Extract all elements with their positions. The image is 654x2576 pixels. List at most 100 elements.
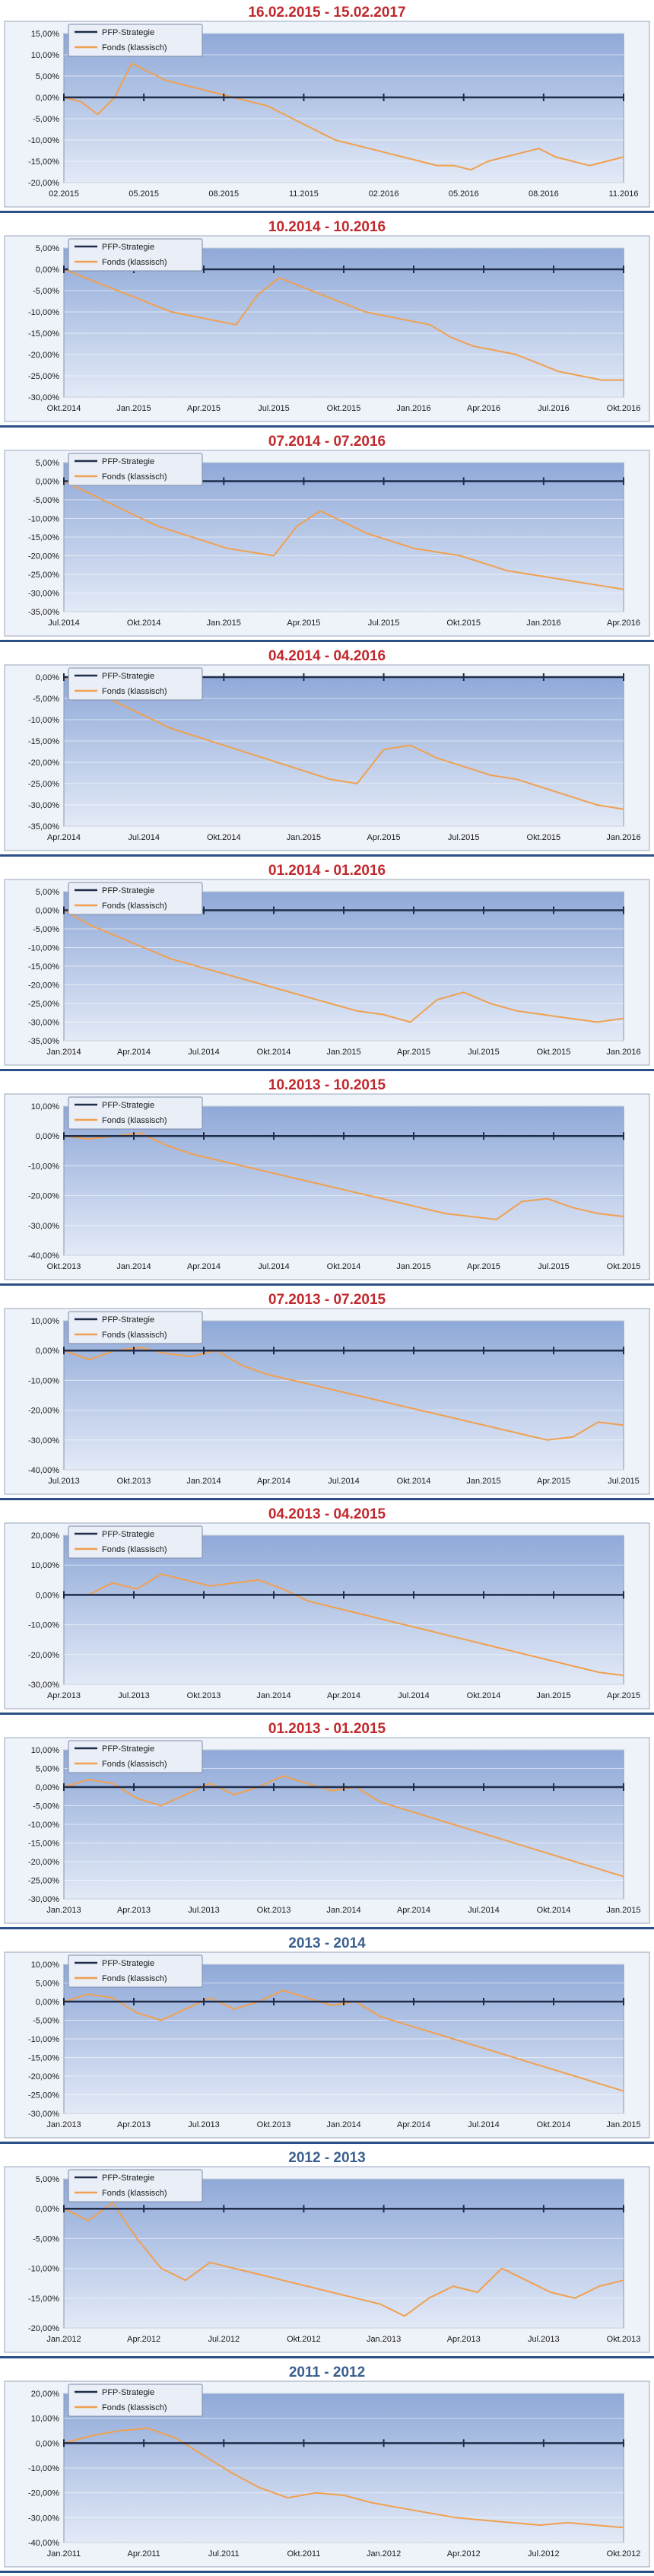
legend: PFP-Strategie Fonds (klassisch) <box>68 453 203 486</box>
legend-label-fonds: Fonds (klassisch) <box>102 472 167 482</box>
y-tick-label: -10,00% <box>28 136 59 145</box>
legend-label-pfp: PFP-Strategie <box>102 243 154 252</box>
series-line-fonds <box>63 909 624 1023</box>
y-tick-label: 15,00% <box>31 30 60 39</box>
legend-label-fonds: Fonds (klassisch) <box>102 687 167 696</box>
y-tick-label: 10,00% <box>31 51 60 60</box>
x-tick-label: 02.2016 <box>369 189 399 199</box>
y-tick-label: -25,00% <box>28 571 59 580</box>
y-tick-label: -10,00% <box>28 515 59 524</box>
chart-svg: 10,00% 0,00% -10,00% -20,00% -30,00% -40,00% J… <box>4 1308 650 1495</box>
x-tick-label: Apr.2011 <box>128 2549 160 2559</box>
y-tick-label: -20,00% <box>28 552 59 561</box>
legend-label-pfp: PFP-Strategie <box>102 1744 154 1754</box>
y-tick-label: -30,00% <box>28 1681 59 1690</box>
legend-label-pfp: PFP-Strategie <box>102 2174 154 2183</box>
x-tick-label: Okt.2011 <box>287 2549 321 2559</box>
series-line-fonds <box>64 1573 624 1677</box>
y-tick-label: -30,00% <box>28 393 59 402</box>
legend-label-fonds: Fonds (klassisch) <box>102 43 167 52</box>
x-tick-label: Okt.2015 <box>527 833 561 842</box>
x-tick-label: Jan.2015 <box>287 833 321 842</box>
y-tick-label: 0,00% <box>36 1132 59 1141</box>
x-tick-label: Jul.2013 <box>188 2120 220 2129</box>
x-tick-label: Okt.2014 <box>537 1906 571 1915</box>
legend-box <box>68 2384 203 2417</box>
series-line-fonds <box>63 1347 624 1441</box>
chart-panel: 01.2013 - 01.2015 10,00% 5,00% 0,00% -5,00% -… <box>0 1716 654 1931</box>
legend-label-fonds: Fonds (klassisch) <box>102 2403 167 2412</box>
y-tick-label: -10,00% <box>28 1821 59 1830</box>
y-tick-label: -10,00% <box>28 716 59 725</box>
y-tick-label: 0,00% <box>36 907 59 916</box>
legend: PFP-Strategie Fonds (klassisch) <box>68 1311 203 1344</box>
x-tick-label: Jan.2015 <box>326 1048 360 1057</box>
y-tick-label: 5,00% <box>36 888 59 897</box>
y-tick-label: -40,00% <box>28 1466 59 1475</box>
x-tick-label: Apr.2014 <box>397 2120 430 2129</box>
x-tick-label: Apr.2014 <box>117 1048 151 1057</box>
x-tick-label: Jan.2016 <box>606 1048 640 1057</box>
x-tick-label: Jul.2014 <box>468 1906 500 1915</box>
chart-title: 2013 - 2014 <box>288 1935 366 1951</box>
legend-box <box>68 238 203 272</box>
y-tick-label: -5,00% <box>33 287 59 296</box>
chart-svg: 5,00% 0,00% -5,00% -10,00% -15,00% -20,00% -25… <box>4 450 650 637</box>
x-tick-label: Jan.2015 <box>606 1906 640 1915</box>
legend-label-fonds: Fonds (klassisch) <box>102 1545 167 1554</box>
y-tick-label: -15,00% <box>28 1840 59 1849</box>
chart-svg: 20,00%10,00%0,00%-10,00%-20,00%-30,00%Ap… <box>4 1522 650 1709</box>
x-tick-label: Apr.2014 <box>397 1906 430 1915</box>
panel-separator <box>0 1283 654 1286</box>
x-tick-label: Jul.2014 <box>188 1048 220 1057</box>
legend-label-pfp: PFP-Strategie <box>102 886 154 895</box>
x-tick-label: Apr.2015 <box>187 404 221 413</box>
chart-panel: 10.2013 - 10.2015 10,00% 0,00% -10,00% -20,0… <box>0 1073 654 1287</box>
y-tick-label: -20,00% <box>28 1858 59 1867</box>
x-tick-label: Apr.2013 <box>117 2120 151 2129</box>
x-tick-label: Jan.2015 <box>396 1262 430 1271</box>
x-tick-label: Jul.2014 <box>328 1477 360 1486</box>
legend: PFP-Strategie Fonds (klassisch) <box>68 24 203 57</box>
legend: PFP-Strategie Fonds (klassisch) <box>68 882 203 915</box>
y-tick-label: -30,00% <box>28 590 59 599</box>
x-tick-label: Okt.2014 <box>467 1691 501 1700</box>
panel-separator <box>0 2571 654 2573</box>
y-tick-label: -30,00% <box>28 1222 59 1231</box>
x-tick-label: Okt.2014 <box>537 2120 571 2129</box>
y-tick-label: -40,00% <box>28 2539 59 2548</box>
x-tick-label: Jan.2015 <box>207 619 241 628</box>
x-tick-label: Okt.2012 <box>607 2549 641 2559</box>
y-tick-label: -35,00% <box>28 608 59 617</box>
legend-label-pfp: PFP-Strategie <box>102 1530 154 1539</box>
plot-area <box>63 33 624 183</box>
x-tick-label: Jan.2011 <box>47 2549 81 2559</box>
x-tick-label: Okt.2014 <box>207 833 241 842</box>
panel-separator <box>0 854 654 857</box>
y-tick-label: 10,00% <box>31 2415 60 2424</box>
y-tick-label: 10,00% <box>31 1102 60 1111</box>
x-tick-label: Okt.2015 <box>327 404 361 413</box>
plot-area <box>63 1105 624 1256</box>
legend: PFP-Strategie Fonds (klassisch) <box>68 1954 203 1988</box>
y-tick-label: 0,00% <box>36 266 59 275</box>
x-tick-label: Jul.2015 <box>258 404 290 413</box>
chart-title: 10.2013 - 10.2015 <box>268 1077 386 1093</box>
y-tick-label: -10,00% <box>28 2035 59 2044</box>
x-tick-label: Jan.2012 <box>367 2549 401 2559</box>
y-tick-label: 0,00% <box>36 673 59 682</box>
x-tick-label: Jan.2016 <box>526 619 560 628</box>
x-tick-label: Jan.2015 <box>606 2120 640 2129</box>
panel-separator <box>0 211 654 213</box>
y-tick-label: -15,00% <box>28 2295 59 2304</box>
y-tick-label: 10,00% <box>31 1561 60 1570</box>
y-tick-label: -5,00% <box>33 496 59 505</box>
y-tick-label: -20,00% <box>28 758 59 768</box>
x-tick-label: Okt.2015 <box>607 1262 641 1271</box>
legend: PFP-Strategie Fonds (klassisch) <box>68 1740 203 1773</box>
chart-title: 07.2014 - 07.2016 <box>268 434 386 450</box>
x-tick-label: Okt.2012 <box>287 2335 321 2344</box>
y-tick-label: 5,00% <box>36 1980 59 1989</box>
x-tick-label: Jan.2015 <box>536 1691 570 1700</box>
x-tick-label: Apr.2015 <box>287 619 320 628</box>
